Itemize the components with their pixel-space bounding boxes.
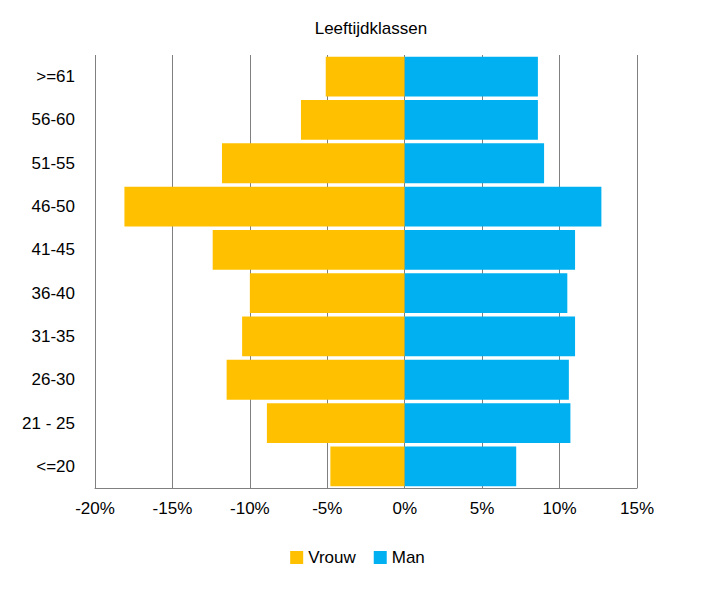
svg-text:26-30: 26-30 <box>32 370 75 389</box>
svg-text:10%: 10% <box>543 499 577 518</box>
svg-text:36-40: 36-40 <box>32 284 75 303</box>
svg-text:51-55: 51-55 <box>32 154 75 173</box>
svg-text:21 - 25: 21 - 25 <box>22 414 75 433</box>
svg-text:-5%: -5% <box>312 499 342 518</box>
svg-text:Leeftijdklassen: Leeftijdklassen <box>315 19 427 38</box>
svg-text:-20%: -20% <box>75 499 115 518</box>
svg-text:5%: 5% <box>470 499 495 518</box>
svg-text:<=20: <=20 <box>36 457 75 476</box>
svg-text:-10%: -10% <box>230 499 270 518</box>
svg-text:41-45: 41-45 <box>32 240 75 259</box>
svg-text:31-35: 31-35 <box>32 327 75 346</box>
svg-text:0%: 0% <box>392 499 417 518</box>
svg-text:Man: Man <box>392 548 425 567</box>
svg-text:Vrouw: Vrouw <box>308 548 356 567</box>
svg-text:15%: 15% <box>620 499 654 518</box>
svg-text:46-50: 46-50 <box>32 197 75 216</box>
svg-text:56-60: 56-60 <box>32 110 75 129</box>
svg-text:>=61: >=61 <box>36 67 75 86</box>
svg-text:-15%: -15% <box>153 499 193 518</box>
